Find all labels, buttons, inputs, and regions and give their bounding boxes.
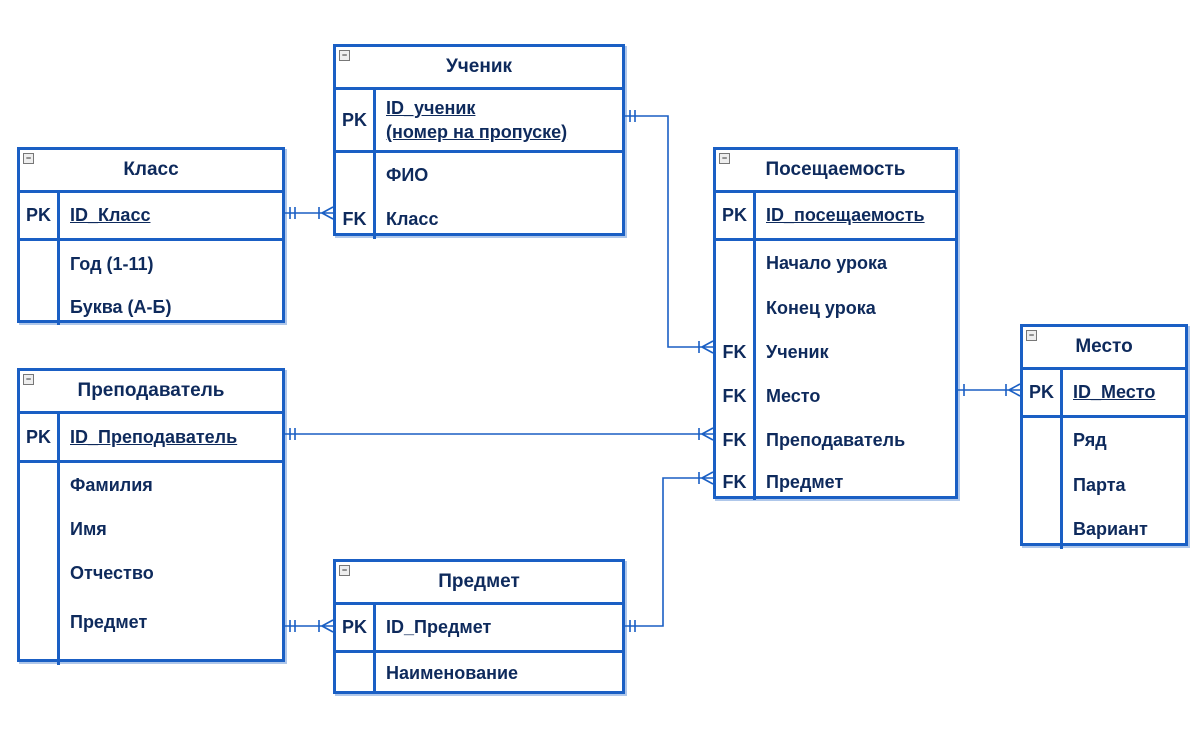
- link-predmet-poseshaemost: [625, 477, 713, 627]
- field-imya: Имя: [70, 519, 107, 539]
- field-bukva: Буква (А-Б): [70, 297, 172, 317]
- field-id-uchenik-note: (номер на пропуске): [386, 122, 568, 142]
- collapse-icon[interactable]: −: [1026, 330, 1037, 341]
- entity-predmet[interactable]: − Предмет PK ID_Предмет Наименование: [333, 559, 625, 694]
- entity-prepodavatel[interactable]: − Преподаватель PK ID_Преподаватель Фамил…: [17, 368, 285, 665]
- collapse-icon[interactable]: −: [23, 374, 34, 385]
- field-god: Год (1-11): [70, 254, 154, 274]
- pk-label: PK: [336, 90, 376, 150]
- field-mesto: Место: [766, 386, 821, 406]
- field-id-klass: ID_Класс: [70, 205, 151, 225]
- fk-label: FK: [716, 330, 756, 374]
- field-konec: Конец урока: [766, 298, 876, 318]
- collapse-icon[interactable]: −: [23, 153, 34, 164]
- field-id-poseshaemost: ID_посещаемость: [766, 205, 925, 225]
- field-id-uchenik: ID_ученик: [386, 98, 476, 118]
- field-id-mesto: ID_Место: [1073, 382, 1156, 402]
- field-id-predmet: ID_Предмет: [386, 617, 492, 637]
- entity-title: Посещаемость: [765, 159, 906, 180]
- collapse-icon[interactable]: −: [339, 565, 350, 576]
- entity-poseshaemost[interactable]: − Посещаемость PK ID_посещаемость Начало …: [713, 147, 958, 500]
- field-nachalo: Начало урока: [766, 253, 887, 273]
- field-klass: Класс: [386, 209, 439, 229]
- entity-title: Ученик: [445, 56, 513, 77]
- pk-label: PK: [20, 193, 60, 238]
- fk-label: FK: [716, 462, 756, 500]
- fk-label: FK: [716, 374, 756, 418]
- entity-mesto[interactable]: − Место PK ID_Место Ряд Парта Вариант: [1020, 324, 1188, 549]
- pk-label: PK: [716, 193, 756, 238]
- link-uchenik-poseshaemost: [625, 115, 713, 348]
- entity-uchenik[interactable]: − Ученик PK ID_ученик (номер на пропуске)…: [333, 44, 625, 239]
- field-naimenovanie: Наименование: [386, 663, 519, 683]
- field-familiya: Фамилия: [70, 475, 153, 495]
- entity-title: Предмет: [438, 571, 520, 592]
- entity-title: Место: [1075, 336, 1133, 357]
- entity-title: Преподаватель: [77, 380, 225, 401]
- field-ryad: Ряд: [1073, 430, 1107, 450]
- field-prepodavatel: Преподаватель: [766, 430, 906, 450]
- entity-title: Класс: [123, 159, 179, 180]
- fk-label: FK: [716, 418, 756, 462]
- pk-label: PK: [1023, 370, 1063, 415]
- field-fio: ФИО: [386, 165, 429, 185]
- collapse-icon[interactable]: −: [339, 50, 350, 61]
- field-predmet: Предмет: [70, 612, 148, 632]
- entity-klass[interactable]: − Класс PK ID_Класс Год (1-11) Буква (А-Б…: [17, 147, 285, 325]
- pk-label: PK: [336, 605, 376, 650]
- field-uchenik: Ученик: [766, 342, 829, 362]
- field-id-prepodavatel: ID_Преподаватель: [70, 427, 238, 447]
- field-otchestvo: Отчество: [70, 563, 154, 583]
- fk-label: FK: [336, 197, 376, 239]
- field-parta: Парта: [1073, 475, 1126, 495]
- field-variant: Вариант: [1073, 519, 1148, 539]
- pk-label: PK: [20, 414, 60, 460]
- field-predmet: Предмет: [766, 472, 844, 492]
- collapse-icon[interactable]: −: [719, 153, 730, 164]
